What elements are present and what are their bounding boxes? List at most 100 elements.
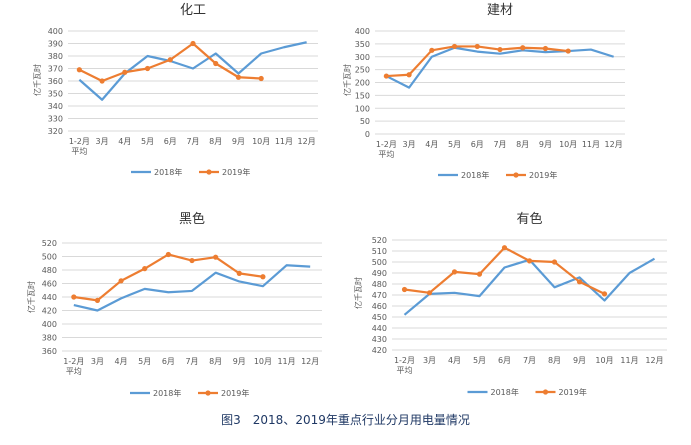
y-tick-label: 460 xyxy=(42,280,57,289)
data-point-2019 xyxy=(144,65,151,72)
y-tick-label: 380 xyxy=(42,334,57,343)
data-point-2019 xyxy=(118,278,124,284)
x-tick-label: 3月 xyxy=(403,140,416,149)
data-point-2019 xyxy=(565,48,571,54)
x-tick-label: 4月 xyxy=(115,357,128,366)
legend-label-2019: 2019年 xyxy=(559,387,587,397)
y-tick-label: 200 xyxy=(355,79,370,88)
y-tick-label: 510 xyxy=(372,247,387,256)
x-tick-label: 6月 xyxy=(498,356,511,365)
x-tick-label: 5月 xyxy=(138,357,151,366)
legend-label-2018: 2018年 xyxy=(153,388,181,398)
y-tick-label: 500 xyxy=(42,253,57,262)
y-tick-label: 460 xyxy=(372,302,387,311)
y-tick-label: 390 xyxy=(48,40,63,49)
data-point-2019 xyxy=(520,45,526,51)
x-tick-label: 7月 xyxy=(185,357,198,366)
legend-label-2019: 2019年 xyxy=(529,170,557,180)
data-point-2019 xyxy=(165,251,171,258)
y-tick-label: 0 xyxy=(365,130,370,139)
y-tick-label: 100 xyxy=(355,104,370,113)
x-tick-label: 6月 xyxy=(164,137,177,146)
x-tick-label: 12月 xyxy=(645,356,663,365)
legend-marker-2019 xyxy=(513,172,519,178)
x-tick-label: 3月 xyxy=(91,357,104,366)
chart-svg: 有色 420 430 440 450 460 470 480 490 500 510 520 亿千瓦时 1… xyxy=(353,211,667,397)
x-tick-label: 1-2月平均 xyxy=(63,357,84,376)
x-tick-label: 10月 xyxy=(559,140,577,149)
y-tick-label: 350 xyxy=(48,90,63,99)
x-tick-label: 1-2月平均 xyxy=(376,140,397,159)
y-tick-label: 430 xyxy=(372,335,387,344)
x-tick-label: 7月 xyxy=(493,140,506,149)
data-point-2019 xyxy=(451,269,458,275)
x-tick-label: 12月 xyxy=(298,137,316,146)
chart-building-materials: 建材 0 50 100 150 200 250 300 350 400 亿千瓦时 1-2月平均 3月 4月… xyxy=(342,0,691,205)
x-tick-label: 10月 xyxy=(252,137,270,146)
data-point-2019 xyxy=(542,45,549,52)
data-point-2019 xyxy=(406,72,412,78)
chart-chemical: 化工 320 330 340 350 360 370 380 390 400 亿千瓦时 1-2月平均 3… xyxy=(0,0,345,205)
legend-marker-2019 xyxy=(206,169,212,175)
chart-nonferrous: 有色 420 430 440 450 460 470 480 490 500 510 520 亿千瓦时 1… xyxy=(345,205,691,410)
data-point-2019 xyxy=(71,294,77,300)
x-tick-label: 5月 xyxy=(473,356,486,365)
series-line-2018 xyxy=(78,41,307,101)
data-point-2019 xyxy=(474,43,480,50)
data-point-2019 xyxy=(190,40,196,47)
legend-label-2019: 2019年 xyxy=(221,388,249,398)
legend-label-2018: 2018年 xyxy=(491,387,519,397)
x-tick-label: 11月 xyxy=(582,140,600,149)
data-point-2019 xyxy=(497,46,503,53)
series-line-2019 xyxy=(404,246,605,295)
series-line-2019 xyxy=(73,253,264,302)
x-tick-label: 6月 xyxy=(471,140,484,149)
y-tick-label: 340 xyxy=(48,102,63,111)
y-tick-label: 370 xyxy=(48,65,63,74)
y-tick-label: 520 xyxy=(372,236,387,245)
x-tick-label: 7月 xyxy=(186,137,199,146)
data-point-2019 xyxy=(213,254,219,260)
x-tick-label: 9月 xyxy=(232,137,245,146)
chart-svg: 黑色 360 380 400 420 440 460 480 500 520 亿千瓦时 1-2月平均 3… xyxy=(26,211,322,398)
data-point-2019 xyxy=(99,78,105,84)
x-tick-label: 9月 xyxy=(233,357,246,366)
x-tick-label: 4月 xyxy=(118,137,131,146)
legend-label-2019: 2019年 xyxy=(222,167,250,177)
data-point-2019 xyxy=(451,43,458,50)
chart-title: 化工 xyxy=(180,3,206,18)
y-tick-label: 400 xyxy=(355,27,370,36)
x-tick-label: 11月 xyxy=(275,137,293,146)
y-axis-label: 亿千瓦时 xyxy=(342,64,352,96)
y-tick-label: 360 xyxy=(48,77,63,86)
figure-caption: 图3 2018、2019年重点行业分月用电量情况 xyxy=(221,413,470,427)
chart-svg: 建材 0 50 100 150 200 250 300 350 400 亿千瓦时 1-2月平均 3月 4月… xyxy=(342,3,625,180)
data-point-2019 xyxy=(383,73,389,79)
y-tick-label: 440 xyxy=(42,293,57,302)
y-tick-label: 480 xyxy=(372,280,387,289)
data-point-2019 xyxy=(235,74,242,80)
y-tick-label: 320 xyxy=(48,127,63,136)
chart-title: 黑色 xyxy=(179,211,205,227)
legend-label-2018: 2018年 xyxy=(461,170,489,180)
y-tick-label: 480 xyxy=(42,266,57,275)
data-point-2019 xyxy=(401,286,408,293)
y-tick-label: 360 xyxy=(42,347,57,356)
data-point-2019 xyxy=(601,291,608,297)
x-tick-label: 9月 xyxy=(539,140,552,149)
legend-label-2018: 2018年 xyxy=(154,167,182,177)
data-point-2019 xyxy=(236,270,242,276)
y-tick-label: 400 xyxy=(48,27,63,36)
y-tick-label: 250 xyxy=(355,66,370,75)
series-line-2018 xyxy=(73,264,311,312)
data-point-2019 xyxy=(429,47,435,53)
chart-title: 建材 xyxy=(487,3,513,18)
chart-ferrous: 黑色 360 380 400 420 440 460 480 500 520 亿千瓦时 1-2月平均 3… xyxy=(0,205,345,410)
y-tick-label: 420 xyxy=(42,307,57,316)
x-tick-label: 5月 xyxy=(141,137,154,146)
data-point-2019 xyxy=(189,257,195,264)
y-tick-label: 150 xyxy=(355,91,370,100)
data-point-2019 xyxy=(260,274,266,280)
y-tick-label: 50 xyxy=(360,117,370,126)
x-tick-label: 1-2月平均 xyxy=(69,137,90,156)
